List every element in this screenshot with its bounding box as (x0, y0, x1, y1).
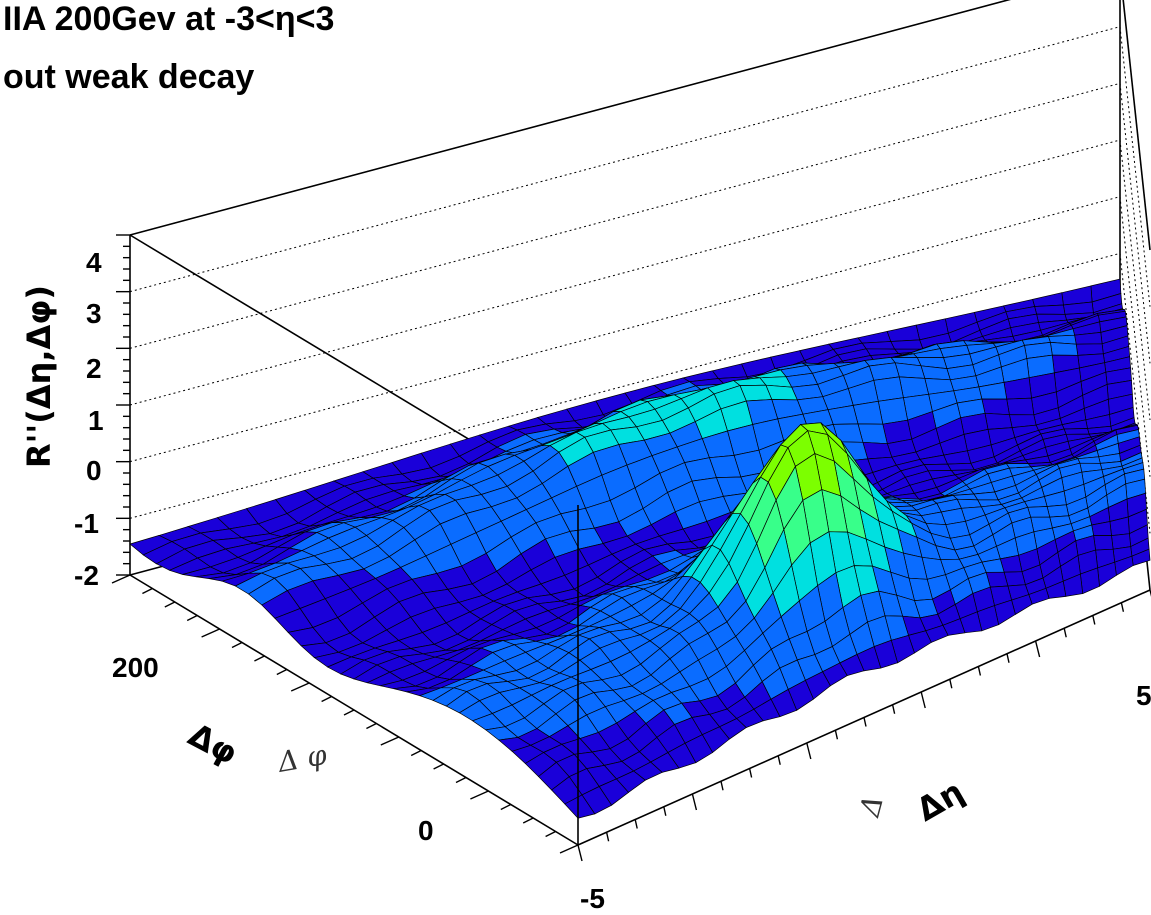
surface-cell (1027, 506, 1051, 518)
tick-eta (777, 755, 781, 765)
surface-cell (923, 463, 952, 472)
tick-eta (663, 806, 667, 816)
tick-phi (545, 830, 556, 838)
tick-eta (834, 730, 839, 740)
surface-cell (1093, 535, 1114, 551)
grid-line-back-wall (129, 82, 1121, 349)
z-tick-3: 3 (86, 298, 102, 329)
back-grid (129, 0, 1151, 534)
tick-phi (276, 668, 288, 676)
grid-line-right-wall (1119, 83, 1151, 364)
tick-eta (863, 717, 867, 727)
grid-line-right-wall (1119, 253, 1151, 534)
tick-eta (1063, 628, 1067, 638)
grid-line-back-wall (129, 26, 1121, 293)
tick-eta (748, 768, 753, 778)
tick-phi (343, 709, 355, 716)
tick-eta (1120, 602, 1125, 612)
tick-eta (806, 742, 812, 760)
tick-marks (111, 234, 1151, 862)
surface-cell (1006, 397, 1035, 416)
surface-cell (861, 341, 896, 350)
x-tick-m5: -5 (580, 883, 605, 914)
surface-cell (981, 398, 1010, 416)
title-line-1: IIA 200Gev at -3<η<3 (3, 0, 334, 38)
tick-eta (920, 691, 926, 709)
z-tick-2: 2 (86, 353, 102, 384)
surface-cell (1049, 342, 1079, 356)
tick-phi (142, 587, 153, 595)
surface-cell (1063, 428, 1090, 435)
grid-line-right-wall (1122, 0, 1151, 251)
tick-phi (470, 790, 489, 800)
surface-cell (886, 324, 921, 342)
surface-cell (1046, 504, 1070, 518)
surface-cell (857, 330, 892, 344)
tick-phi (254, 655, 265, 662)
grid-line-back-wall (129, 139, 1121, 406)
z-tick-m1: -1 (74, 508, 99, 539)
tick-eta (1006, 653, 1010, 663)
surface-cell (890, 339, 924, 350)
tick-phi (111, 574, 131, 584)
tick-eta (949, 679, 953, 689)
title-line-2: out weak decay (3, 58, 254, 96)
z-axis-label: R''(Δη,Δφ) (20, 285, 58, 468)
x-axis-label: Δη (910, 772, 970, 829)
z-tick-0: 0 (86, 455, 102, 486)
grid-line-right-wall (1119, 26, 1151, 307)
tick-phi (410, 749, 422, 757)
grid-line-right-wall (1119, 196, 1151, 477)
title-mask (468, 62, 538, 120)
surface-cell (1075, 343, 1104, 356)
x-tick-5: 5 (1136, 680, 1151, 711)
surface-cell (984, 412, 1013, 430)
tick-phi (186, 614, 198, 622)
surface-cell (1034, 304, 1066, 315)
grid-line-back-wall (129, 0, 1010, 236)
tick-eta (634, 819, 638, 829)
tick-eta (977, 666, 982, 676)
z-tick-4: 4 (86, 247, 102, 278)
z-tick-m2: -2 (74, 560, 99, 591)
surface-cell (852, 400, 884, 425)
tick-eta (1034, 640, 1041, 658)
surface-cell (877, 397, 909, 425)
tick-eta (577, 844, 583, 862)
tick-eta (691, 793, 698, 811)
tick-phi (433, 763, 444, 770)
surface-cell (1032, 292, 1064, 307)
grid-line-back-wall (129, 196, 1121, 463)
surface-cell (711, 363, 748, 379)
tick-phi (201, 628, 220, 638)
tick-phi (164, 601, 176, 608)
tick-phi (321, 695, 332, 703)
surface-cell (564, 794, 596, 819)
y-axis-label: Δφ (182, 716, 244, 773)
tick-eta (1092, 615, 1096, 625)
grid-line-back-wall (129, 252, 1121, 519)
surface-cell (946, 462, 975, 471)
tick-eta (891, 704, 896, 714)
z-tick-1: 1 (88, 405, 104, 436)
y-tick-200: 200 (112, 652, 159, 683)
surface-cell (873, 376, 904, 402)
tick-phi (231, 641, 243, 649)
tick-eta (720, 781, 724, 791)
x-axis-ghost-label: Δ (853, 792, 890, 821)
tick-phi (522, 817, 534, 824)
tick-phi (455, 776, 467, 784)
y-axis-ghost-label: Δ φ (275, 738, 330, 779)
tick-phi (500, 803, 512, 811)
tick-phi (290, 682, 310, 692)
grid-line-right-wall (1119, 139, 1151, 421)
y-tick-0: 0 (418, 815, 434, 846)
tick-phi (366, 722, 377, 730)
surface-mesh (129, 278, 1151, 819)
tick-phi (380, 736, 400, 746)
tick-phi (559, 844, 579, 854)
tick-eta (605, 832, 610, 842)
